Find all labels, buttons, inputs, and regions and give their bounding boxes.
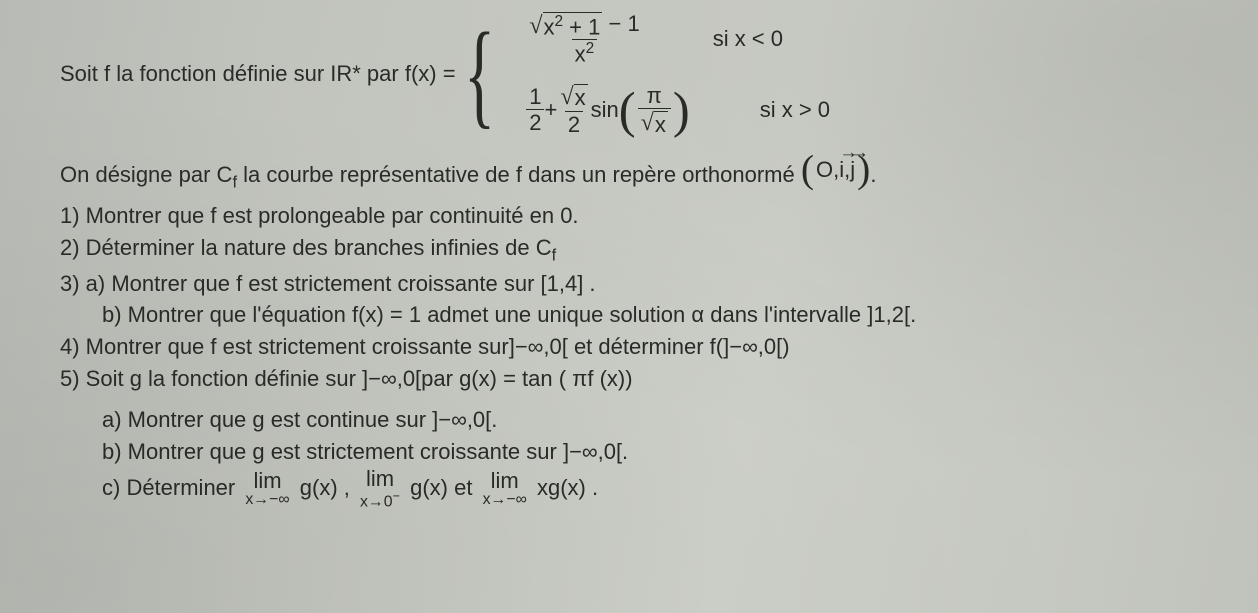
lim1: lim x→−∞ xyxy=(245,471,289,507)
q5c: c) Déterminer lim x→−∞ g(x) , lim x→0− g… xyxy=(60,469,1218,509)
narrative-line: On désigne par Cf la courbe représentati… xyxy=(60,154,1218,194)
case1-expression: √ x2 + 1 − 1 x2 xyxy=(526,12,642,66)
case-x-negative: √ x2 + 1 − 1 x2 si x < 0 xyxy=(526,12,830,66)
lim2-expr: g(x) xyxy=(410,475,448,500)
minus-one: − 1 xyxy=(602,11,639,36)
lim3-label: lim xyxy=(491,471,519,492)
sqrt-x: √ x xyxy=(560,84,587,109)
denom-exp: 2 xyxy=(586,40,595,57)
q4: 4) Montrer que f est strictement croissa… xyxy=(60,332,1218,362)
lim3-sub: x→−∞ xyxy=(483,492,527,507)
q2-text: 2) Déterminer la nature des branches inf… xyxy=(60,235,552,260)
case2-expression: 1 2 + √ x 2 xyxy=(526,84,690,136)
question-list: 1) Montrer que f est prolongeable par co… xyxy=(60,201,1218,509)
pi: π xyxy=(644,84,665,108)
lim3-expr: xg(x) . xyxy=(537,475,598,500)
lim2: lim x→0− xyxy=(360,469,400,509)
vec-i: i xyxy=(839,155,844,185)
narr-mid: la courbe représentative de f dans un re… xyxy=(237,162,801,187)
q2-cf-sub: f xyxy=(552,246,557,264)
pi-over-sqrtx: π √ x xyxy=(638,84,671,136)
sin-argument: ( π √ x xyxy=(619,84,690,136)
denom-base: x xyxy=(575,42,586,67)
lim1-sub: x→−∞ xyxy=(245,492,289,507)
piecewise-block: { √ x2 + 1 − 1 xyxy=(464,8,830,140)
q2: 2) Déterminer la nature des branches inf… xyxy=(60,233,1218,267)
cases: √ x2 + 1 − 1 x2 si x < 0 xyxy=(526,8,830,140)
narr-before: On désigne par C xyxy=(60,162,232,187)
definition-prefix: Soit f la fonction définie sur IR* par f… xyxy=(60,59,456,89)
repere-o: O, xyxy=(816,157,839,182)
q5b: b) Montrer que g est strictement croissa… xyxy=(60,437,1218,467)
lim2-sub: x→0− xyxy=(360,490,400,509)
plus-one: + 1 xyxy=(563,14,600,39)
sqrt-exp: 2 xyxy=(555,13,564,30)
one-half: 1 2 xyxy=(526,85,544,134)
case2-condition: si x > 0 xyxy=(760,95,830,125)
q5: 5) Soit g la fonction définie sur ]−∞,0[… xyxy=(60,364,1218,394)
sep1: , xyxy=(344,475,356,500)
case1-fraction: √ x2 + 1 − 1 x2 xyxy=(526,12,642,66)
q3a: 3) a) Montrer que f est strictement croi… xyxy=(60,269,1218,299)
exercise-page: Soit f la fonction définie sur IR* par f… xyxy=(0,0,1258,509)
q1: 1) Montrer que f est prolongeable par co… xyxy=(60,201,1218,231)
lim2-sub-text: x→0 xyxy=(360,493,393,510)
vec-j: j xyxy=(850,155,855,185)
lim2-sup: − xyxy=(393,489,400,503)
sqrt-x2-plus-1: √ x2 + 1 xyxy=(529,12,602,38)
sqrtx-radicand: x xyxy=(574,84,588,109)
lim1-label: lim xyxy=(253,471,281,492)
left-brace: { xyxy=(464,8,495,140)
half-num: 1 xyxy=(526,85,544,109)
q5c-prefix: c) Déterminer xyxy=(102,475,241,500)
half-den: 2 xyxy=(526,109,544,134)
plus-sign: + xyxy=(544,95,557,125)
narr-dot: . xyxy=(870,162,876,187)
lim1-expr: g(x) xyxy=(300,475,338,500)
sqrt-x-in-paren: √ x xyxy=(641,111,668,136)
repere: (O,i,j) xyxy=(801,154,871,186)
q5a: a) Montrer que g est continue sur ]−∞,0[… xyxy=(60,405,1218,435)
sep2: et xyxy=(454,475,478,500)
sqrtx-inner: x xyxy=(654,111,668,136)
lim2-label: lim xyxy=(366,469,394,490)
function-definition: Soit f la fonction définie sur IR* par f… xyxy=(60,8,1218,140)
spacer xyxy=(60,395,1218,403)
lim3: lim x→−∞ xyxy=(483,471,527,507)
over-2: 2 xyxy=(565,111,583,136)
j: j xyxy=(850,157,855,182)
case-x-positive: 1 2 + √ x 2 xyxy=(526,84,830,136)
case1-condition: si x < 0 xyxy=(713,24,783,54)
sqrt-base: x xyxy=(544,14,555,39)
q3b: b) Montrer que l'équation f(x) = 1 admet… xyxy=(60,300,1218,330)
i: i xyxy=(839,157,844,182)
sqrtx-over-2: √ x 2 xyxy=(557,84,590,136)
sin-label: sin xyxy=(591,95,619,125)
